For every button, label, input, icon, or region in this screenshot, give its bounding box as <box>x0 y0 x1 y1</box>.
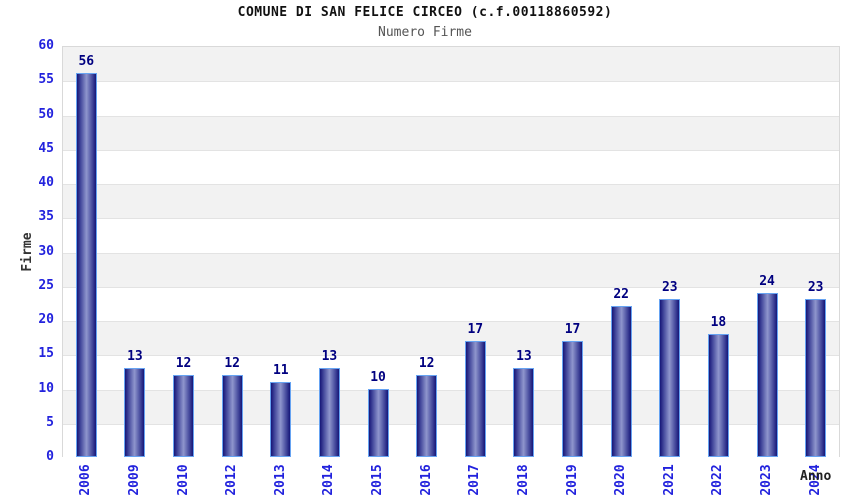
bar <box>659 299 681 457</box>
y-tick-label: 25 <box>38 277 54 293</box>
grid-line <box>63 355 839 357</box>
grid-line <box>63 218 839 220</box>
y-tick-label: 50 <box>38 106 54 122</box>
bar-value-label: 17 <box>564 321 581 337</box>
x-tick-label: 2023 <box>759 464 775 496</box>
grid-line <box>63 252 839 254</box>
grid-line <box>63 115 839 117</box>
x-tick-label: 2006 <box>78 464 94 496</box>
chart-subtitle: Numero Firme <box>378 25 472 40</box>
background-band <box>63 81 839 116</box>
bar-value-label: 10 <box>370 369 386 385</box>
grid-line <box>63 389 839 391</box>
x-tick-label: 2017 <box>467 464 483 496</box>
bar-value-label: 13 <box>127 348 143 364</box>
x-tick-label: 2020 <box>613 464 629 496</box>
grid-line <box>63 81 839 83</box>
bar-value-label: 12 <box>175 355 192 371</box>
bar <box>513 367 535 457</box>
bar-value-label: 11 <box>272 362 289 378</box>
bar-value-label: 22 <box>613 287 630 303</box>
bar <box>173 374 195 457</box>
x-tick-label: 2018 <box>515 464 531 496</box>
bar-value-label: 56 <box>78 54 95 70</box>
x-tick-label: 2019 <box>564 464 580 496</box>
bar <box>707 333 729 457</box>
bar <box>318 367 340 457</box>
grid-line <box>63 423 839 425</box>
bar-value-label: 17 <box>467 321 484 337</box>
x-tick-label: 2022 <box>710 464 726 496</box>
y-tick-label: 35 <box>38 209 54 225</box>
background-band <box>63 47 839 82</box>
x-tick-label: 2013 <box>272 464 288 496</box>
bar <box>124 367 146 457</box>
bar <box>464 340 486 457</box>
x-tick-label: 2016 <box>418 464 434 496</box>
grid-line <box>63 184 839 185</box>
y-tick-label: 40 <box>38 175 54 190</box>
grid-line <box>63 321 839 322</box>
background-band <box>63 286 839 321</box>
background-band <box>63 218 839 253</box>
bar <box>270 381 292 457</box>
y-tick-label: 20 <box>38 312 54 327</box>
chart-title: COMUNE DI SAN FELICE CIRCEO (c.f.0011886… <box>237 5 613 20</box>
bar <box>610 306 632 457</box>
x-tick-label: 2021 <box>661 464 677 496</box>
x-tick-label: 2010 <box>175 464 191 496</box>
bar <box>221 374 243 457</box>
background-band <box>63 149 839 184</box>
bar-value-label: 13 <box>516 348 532 364</box>
background-band <box>63 252 839 287</box>
bar-value-label: 18 <box>710 314 727 330</box>
x-tick-label: 2014 <box>321 464 337 496</box>
bar <box>416 374 438 457</box>
grid-line <box>63 286 839 288</box>
bar-value-label: 13 <box>321 348 338 364</box>
x-tick-label: 2012 <box>224 464 240 496</box>
bar <box>75 73 97 457</box>
grid-line <box>63 149 839 151</box>
bar <box>756 292 778 457</box>
x-tick-label: 2015 <box>370 464 386 496</box>
y-tick-label: 0 <box>46 449 54 464</box>
y-tick-label: 60 <box>38 38 54 53</box>
bar-value-label: 12 <box>224 355 241 371</box>
bar-value-label: 23 <box>807 280 824 296</box>
y-tick-label: 30 <box>38 243 54 259</box>
y-tick-label: 55 <box>38 72 54 88</box>
background-band <box>63 115 839 150</box>
bar <box>805 299 827 457</box>
y-tick-label: 5 <box>46 414 54 430</box>
x-axis-title: Anno <box>800 469 832 484</box>
y-tick-label: 10 <box>38 380 54 396</box>
bar-value-label: 23 <box>661 280 678 296</box>
background-band <box>63 184 839 219</box>
x-tick-label: 2009 <box>126 464 142 496</box>
bar-value-label: 24 <box>759 273 775 289</box>
bar <box>562 340 584 457</box>
y-tick-label: 45 <box>38 140 54 156</box>
bar-value-label: 12 <box>418 355 435 371</box>
bar <box>367 388 389 457</box>
y-tick-label: 15 <box>38 346 54 362</box>
